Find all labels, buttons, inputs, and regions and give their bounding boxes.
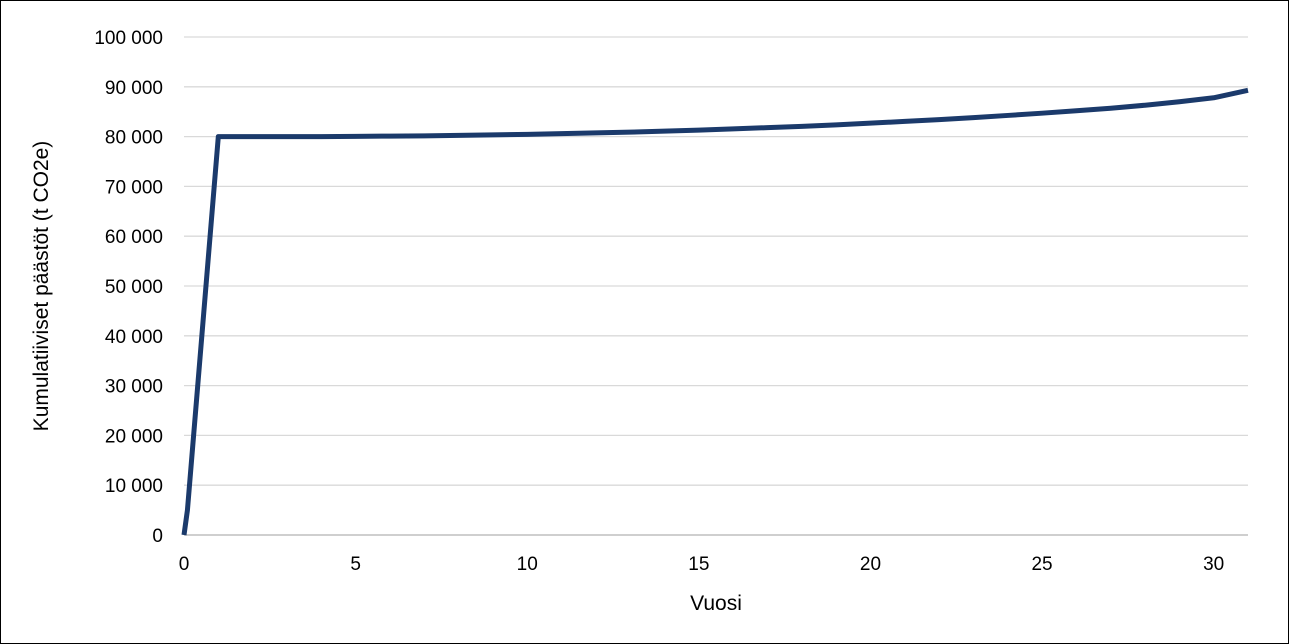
x-tick-label: 0 xyxy=(179,554,190,575)
x-tick-label: 30 xyxy=(1203,554,1224,575)
y-tick-label: 20 000 xyxy=(105,426,163,447)
y-tick-label: 10 000 xyxy=(105,476,163,497)
y-tick-label: 30 000 xyxy=(105,377,163,398)
x-axis-title: Vuosi xyxy=(690,592,742,615)
tick-labels: 0 10 000 20 000 30 000 40 000 50 000 60 000 70 … xyxy=(94,28,1224,575)
series-line xyxy=(181,87,1249,536)
y-axis-title: Kumulatiiviset päästöt (t CO2e) xyxy=(30,141,53,432)
y-tick-label: 80 000 xyxy=(105,128,163,149)
y-tick-label: 90 000 xyxy=(105,78,163,99)
x-tick-label: 25 xyxy=(1031,554,1052,575)
x-tick-label: 5 xyxy=(350,554,361,575)
x-tick-label: 15 xyxy=(688,554,709,575)
series-layer xyxy=(181,87,1249,536)
x-tick-label: 10 xyxy=(517,554,538,575)
y-tick-label: 40 000 xyxy=(105,327,163,348)
y-tick-label: 70 000 xyxy=(105,177,163,198)
x-tick-label: 20 xyxy=(860,554,881,575)
y-tick-label: 0 xyxy=(152,526,163,547)
y-tick-label: 100 000 xyxy=(94,28,163,49)
y-tick-label: 60 000 xyxy=(105,227,163,248)
grid-lines xyxy=(184,36,1248,486)
y-tick-label: 50 000 xyxy=(105,277,163,298)
